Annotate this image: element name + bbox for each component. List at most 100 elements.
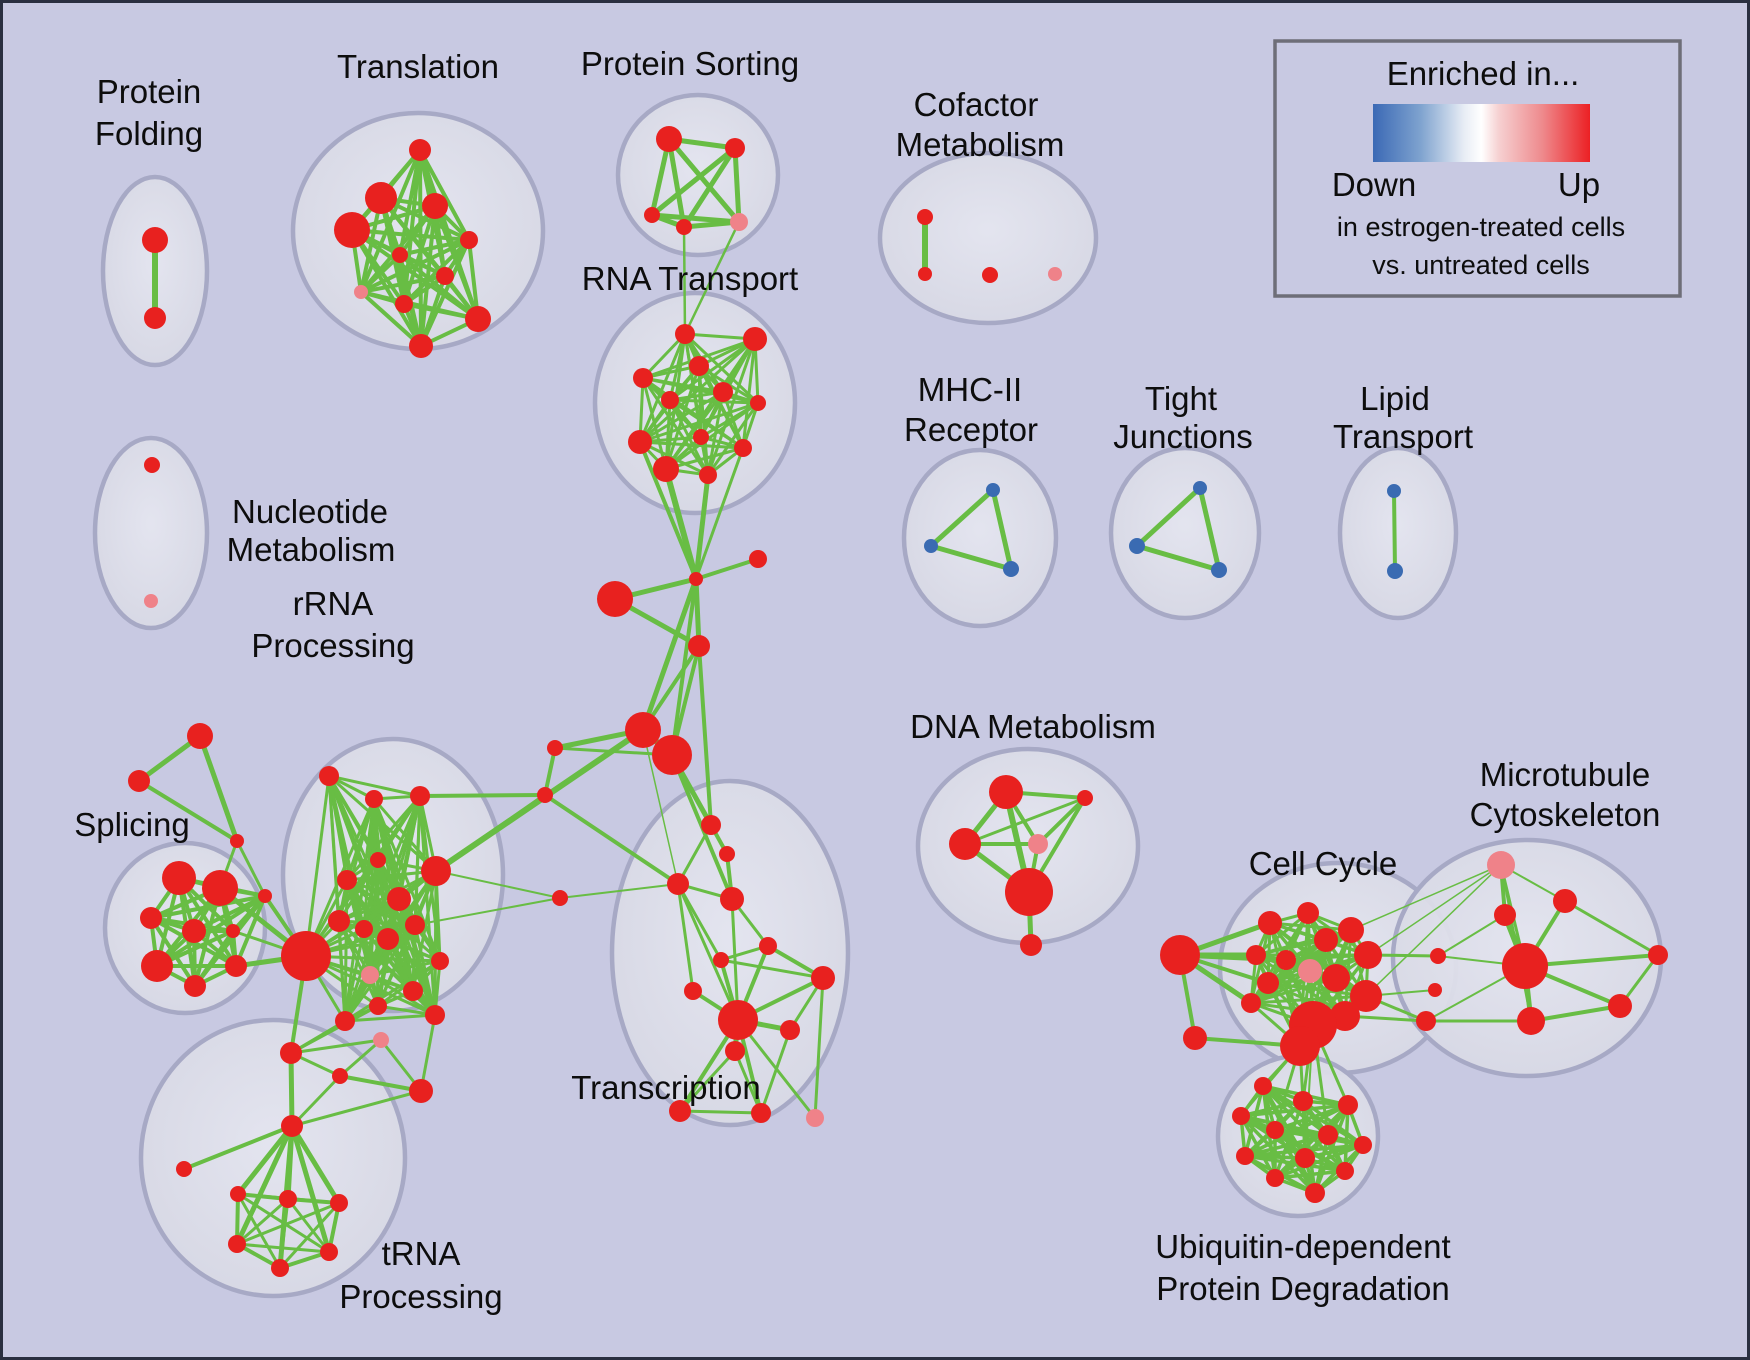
inter-cluster-edge — [1437, 914, 1506, 957]
rna-transport-node-4 — [661, 391, 679, 409]
connector-hub-edge — [693, 576, 702, 649]
lipid-transport-node-1 — [1387, 563, 1403, 579]
legend-up-label: Up — [1558, 166, 1600, 203]
ubiquitin-degradation-node-6 — [1354, 1136, 1372, 1154]
inter-cluster-edge — [693, 472, 711, 582]
transcription-edge — [719, 958, 825, 980]
inter-cluster-edge — [235, 839, 267, 898]
cell-cycle-label: Cell Cycle — [1249, 845, 1398, 882]
rna-transport-node-7 — [628, 430, 652, 454]
inter-cluster-edge — [642, 729, 679, 885]
rrna-processing-node-15 — [369, 997, 387, 1015]
rna-transport-edge — [706, 401, 760, 477]
protein-sorting-node-0 — [656, 126, 682, 152]
rrna-processing-node-18 — [552, 890, 568, 906]
inter-cluster-edge — [638, 440, 698, 581]
trna-processing-label: Processing — [339, 1278, 502, 1315]
translation-node-10 — [409, 334, 433, 358]
microtubule-cytoskeleton-edge — [1529, 1004, 1622, 1023]
tight-junctions-ellipse — [1108, 445, 1262, 621]
splicing-node-0 — [162, 861, 196, 895]
protein-folding-label: Protein — [97, 73, 202, 110]
translation-node-4 — [460, 231, 478, 249]
rrna-processing-label: Processing — [251, 627, 414, 664]
splicing-node-3 — [182, 919, 206, 943]
splicing-edge — [234, 894, 267, 968]
transcription-edge — [676, 882, 740, 1022]
splicing-satellite-node-0 — [187, 723, 213, 749]
mhc-ii-receptor-edge — [990, 487, 1014, 572]
splicing-edge — [193, 894, 267, 988]
rrna-processing-node-6 — [387, 887, 411, 911]
splicing-node-1 — [202, 870, 238, 906]
cofactor-metabolism-node-3 — [1048, 267, 1062, 281]
inter-cluster-edge — [288, 1050, 295, 1129]
mhc-ii-receptor-ellipse — [901, 447, 1059, 629]
rrna-processing-edge — [343, 878, 349, 1023]
cell-cycle-node-2 — [1297, 902, 1319, 924]
connector-hub-edge — [543, 746, 557, 797]
dna-metabolism-node-4 — [1005, 868, 1053, 916]
connector-hub-node-1 — [749, 550, 767, 568]
ubiquitin-degradation-node-0 — [1254, 1077, 1272, 1095]
mhc-ii-receptor-node-1 — [924, 539, 938, 553]
ubiquitin-degradation-label: Ubiquitin-dependent — [1155, 1228, 1450, 1265]
cell-cycle-node-14 — [1280, 1026, 1320, 1066]
trna-processing-edge — [278, 1197, 290, 1270]
rna-transport-edge — [668, 337, 757, 402]
trna-processing-node-2 — [230, 1186, 246, 1202]
transcription-node-1 — [719, 846, 735, 862]
tight-junctions-edge — [1134, 543, 1222, 573]
rna-transport-edge — [668, 398, 760, 405]
transcription-edge — [678, 1109, 763, 1115]
rna-transport-edge — [664, 401, 760, 471]
protein-sorting-edge — [732, 145, 742, 225]
protein-sorting-edge — [681, 219, 742, 230]
splicing-edge — [149, 894, 267, 920]
translation-node-3 — [422, 193, 448, 219]
translation-edge — [398, 253, 480, 321]
protein-sorting-edge — [666, 136, 687, 230]
nucleotide-metabolism-label: Nucleotide — [232, 493, 388, 530]
rrna-processing-edge — [368, 959, 442, 977]
translation-label: Translation — [337, 48, 499, 85]
rna-transport-label: RNA Transport — [582, 260, 798, 297]
rna-transport-edge — [706, 337, 757, 477]
rna-transport-node-8 — [693, 429, 709, 445]
rrna-processing-node-14 — [403, 981, 423, 1001]
protein-sorting-edge — [681, 145, 738, 230]
rrna-processing-node-1 — [365, 790, 383, 808]
rrna-processing-node-8 — [355, 920, 373, 938]
transcription-node-4 — [713, 952, 729, 968]
dna-metabolism-node-1 — [1077, 790, 1093, 806]
rrna-processing-edge — [418, 794, 437, 1017]
cell-cycle-node-10 — [1350, 980, 1382, 1012]
ubiquitin-degradation-node-8 — [1295, 1148, 1315, 1168]
rna-transport-edge — [741, 337, 757, 450]
cell-cycle-node-9 — [1322, 964, 1350, 992]
rrna-processing-label: rRNA — [293, 585, 374, 622]
rna-transport-edge — [664, 446, 745, 471]
microtubule-cytoskeleton-node-1 — [1553, 889, 1577, 913]
splicing-node-2 — [140, 907, 162, 929]
splicing-edge — [177, 876, 238, 968]
connector-hub-edge — [640, 576, 699, 733]
microtubule-cytoskeleton-node-5 — [1608, 994, 1632, 1018]
cell-cycle-node-3 — [1314, 928, 1338, 952]
trna-processing-edge — [278, 1201, 341, 1270]
cell-cycle-edge — [1249, 976, 1338, 1005]
transcription-node-12 — [751, 1103, 771, 1123]
protein-sorting-node-3 — [676, 219, 692, 235]
rna-transport-node-11 — [699, 466, 717, 484]
transcription-node-9 — [780, 1020, 800, 1040]
rna-transport-node-9 — [734, 439, 752, 457]
lipid-transport-node-0 — [1387, 484, 1401, 498]
rrna-processing-node-4 — [421, 856, 451, 886]
dna-metabolism-label: DNA Metabolism — [910, 708, 1156, 745]
connector-hub-node-0 — [689, 572, 703, 586]
translation-edge — [359, 274, 447, 294]
inter-cluster-edge — [1350, 864, 1502, 931]
splicing-node-7 — [225, 955, 247, 977]
rrna-trna-bridge-node-0 — [332, 1068, 348, 1084]
splicing-node-6 — [184, 975, 206, 997]
